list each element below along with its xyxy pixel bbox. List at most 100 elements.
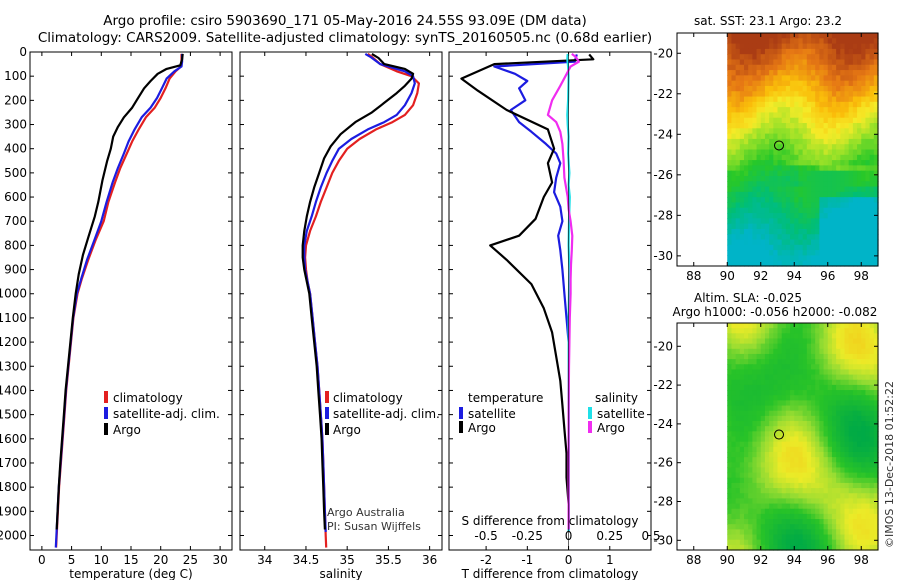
map-cell	[756, 328, 762, 334]
map-cell	[794, 75, 800, 82]
map-cell	[735, 529, 741, 536]
map-cell	[785, 48, 791, 55]
map-cell	[857, 255, 862, 262]
map-cell	[781, 359, 787, 365]
map-cell	[840, 493, 846, 500]
map-cell	[857, 431, 862, 438]
map-cell	[748, 43, 753, 50]
map-cell	[861, 508, 867, 515]
map-cell	[798, 91, 804, 98]
map-cell	[852, 33, 858, 39]
map-cell	[781, 43, 787, 50]
map-cell	[785, 33, 791, 39]
map-cell	[852, 191, 858, 198]
map-cell	[794, 353, 800, 360]
map-cell	[739, 390, 745, 396]
map-cell	[869, 328, 875, 334]
map-cell	[852, 250, 858, 257]
map-cell	[744, 446, 749, 453]
map-cell	[794, 498, 800, 505]
map-cell	[769, 128, 774, 135]
map-cell	[861, 213, 867, 219]
map-cell	[840, 38, 846, 45]
map-cell	[865, 64, 871, 71]
map-cell	[848, 202, 854, 209]
map-cell	[798, 175, 804, 182]
map-cell	[836, 379, 841, 386]
map-cell	[785, 96, 791, 103]
map-cell	[781, 101, 787, 108]
map-cell	[794, 128, 800, 135]
map-cell	[806, 202, 812, 209]
map-cell	[727, 75, 733, 82]
map-cell	[781, 144, 787, 151]
map-cell	[865, 421, 871, 427]
map-cell	[857, 482, 862, 489]
map-cell	[861, 228, 867, 235]
map-cell	[811, 144, 816, 151]
map-cell	[869, 323, 875, 329]
x-tick-label: -1	[521, 553, 533, 567]
map-cell	[827, 202, 833, 209]
map-cell	[727, 513, 733, 520]
map-cell	[769, 441, 774, 448]
map-cell	[857, 70, 862, 76]
map-cell	[848, 513, 854, 520]
map-cell	[739, 223, 745, 230]
map-cell	[806, 64, 812, 71]
map-cell	[785, 359, 791, 365]
map-cell	[785, 91, 791, 98]
map-cell	[756, 91, 762, 98]
map-cell	[764, 170, 770, 177]
map-cell	[756, 75, 762, 82]
map-cell	[840, 364, 846, 371]
map-cell	[819, 338, 825, 345]
map-cell	[760, 539, 766, 546]
map-cell	[794, 165, 800, 172]
map-cell	[873, 400, 879, 407]
map-cell	[798, 101, 804, 108]
map-cell	[769, 33, 774, 39]
map-cell	[844, 436, 850, 443]
map-cell	[815, 390, 820, 396]
map-cell	[840, 472, 846, 479]
map-cell	[844, 59, 850, 66]
map-cell	[852, 488, 858, 494]
map-cell	[744, 255, 749, 262]
map-cell	[781, 160, 787, 166]
map-cell	[836, 144, 841, 151]
map-cell	[836, 519, 841, 525]
map-cell	[731, 144, 737, 151]
map-cell	[865, 123, 871, 129]
map-cell	[744, 207, 749, 214]
map-cell	[827, 529, 833, 536]
map-cell	[798, 467, 804, 474]
map-cell	[865, 191, 871, 198]
depth-tick-label: 200	[4, 93, 27, 107]
map-cell	[760, 91, 766, 98]
map-cell	[861, 498, 867, 505]
map-cell	[873, 467, 879, 474]
map-cell	[752, 498, 758, 505]
map-cell	[744, 165, 749, 172]
map-cell	[852, 477, 858, 484]
map-cell	[827, 117, 833, 124]
map-cell	[769, 472, 774, 479]
map-cell	[752, 539, 758, 546]
map-cell	[836, 138, 841, 145]
map-cell	[781, 112, 787, 119]
map-cell	[764, 101, 770, 108]
map-cell	[752, 513, 758, 520]
map-cell	[815, 91, 820, 98]
map-cell	[748, 96, 753, 103]
map-cell	[781, 85, 787, 92]
map-cell	[790, 353, 795, 360]
map-cell	[819, 107, 825, 114]
map-cell	[785, 107, 791, 114]
map-cell	[819, 395, 825, 401]
map-cell	[794, 369, 800, 376]
map-cell	[844, 186, 850, 193]
map-cell	[857, 117, 862, 124]
map-cell	[823, 488, 829, 494]
map-cell	[731, 539, 737, 546]
